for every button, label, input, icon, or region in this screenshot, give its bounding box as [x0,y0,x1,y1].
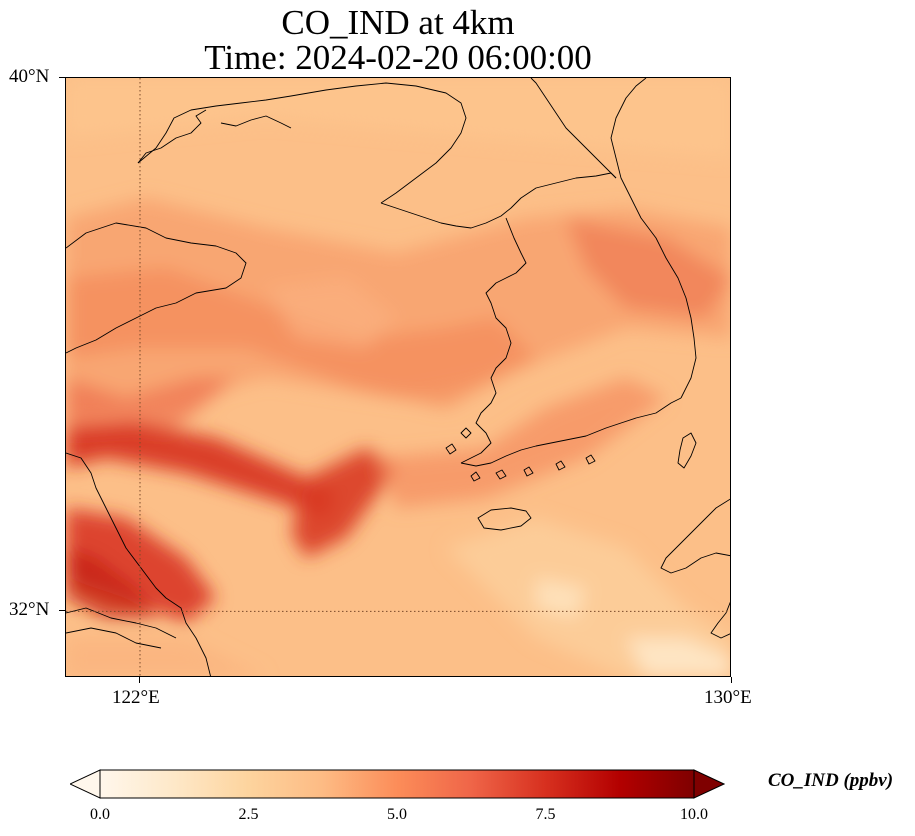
lon-tick-mark [731,677,732,683]
colorbar-label: CO_IND (ppbv) [768,770,894,791]
colorbar-tick-label: 5.0 [387,806,407,823]
map-title-line-2: Time: 2024-02-20 06:00:00 [204,38,592,77]
map-title-line-1: CO_IND at 4km [281,3,515,42]
concentration-map [65,77,731,677]
colorbar-tick-label: 0.0 [90,806,110,823]
lon-tick-label-130e: 130°E [704,687,752,708]
gridlines [66,78,730,676]
coastlines [66,78,730,676]
colorbar-tick-label: 2.5 [238,806,259,823]
colorbar [70,769,725,799]
colorbar-min-extend-arrow [70,769,101,799]
colorbar-max-extend-arrow [693,769,725,799]
lat-tick-mark [59,610,65,612]
colorbar-tick-label: 10.0 [680,806,708,823]
lat-tick-label-40n: 40°N [9,66,50,87]
lon-tick-label-122e: 122°E [112,687,160,708]
lat-tick-mark [59,77,65,78]
colorbar-gradient [99,769,695,799]
concentration-field [66,78,730,676]
map-canvas [66,78,730,676]
lat-tick-label-32n: 32°N [9,599,50,621]
colorbar-tick-label: 7.5 [535,806,556,823]
lon-tick-mark [139,677,140,683]
